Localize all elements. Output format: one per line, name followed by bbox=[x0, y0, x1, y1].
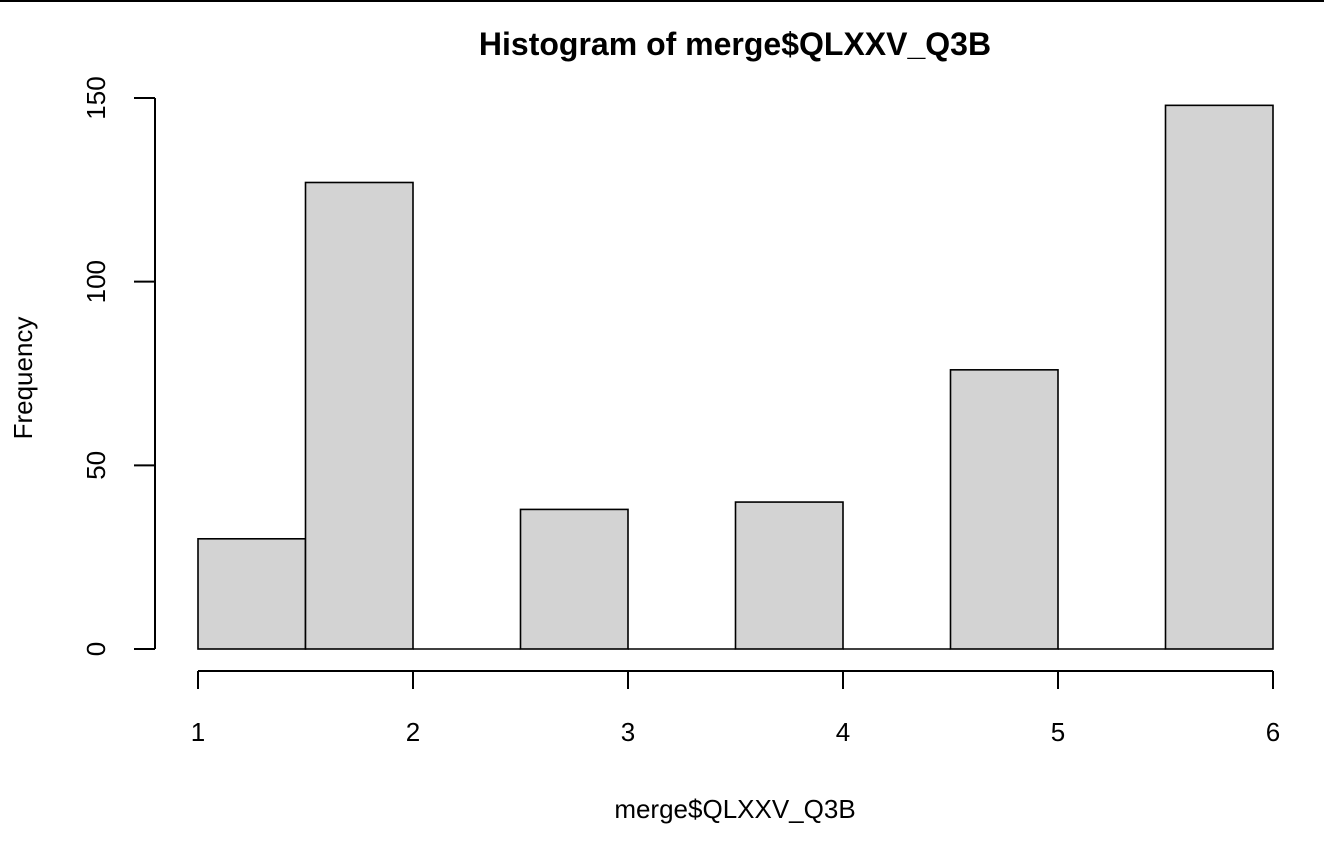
histogram-bar-9 bbox=[1164, 104, 1274, 650]
y-tick-label: 0 bbox=[81, 642, 111, 656]
x-tick-label: 6 bbox=[1266, 717, 1280, 747]
bars-group bbox=[197, 104, 1274, 650]
histogram-bar-1 bbox=[304, 181, 414, 650]
y-axis: 0 50 100 150 bbox=[81, 76, 156, 656]
x-tick-label: 1 bbox=[191, 717, 205, 747]
x-axis: 1 2 3 4 5 6 bbox=[191, 670, 1280, 747]
chart-title: Histogram of merge$QLXXV_Q3B bbox=[479, 26, 991, 62]
y-tick-label: 50 bbox=[81, 451, 111, 480]
histogram-bar-0 bbox=[197, 537, 307, 650]
histogram-bar-3 bbox=[519, 508, 629, 650]
x-tick-label: 5 bbox=[1051, 717, 1065, 747]
y-axis-label: Frequency bbox=[8, 317, 38, 440]
histogram-bar-5 bbox=[734, 501, 844, 650]
y-tick-label: 100 bbox=[81, 260, 111, 303]
y-tick-label: 150 bbox=[81, 76, 111, 119]
x-axis-label: merge$QLXXV_Q3B bbox=[614, 794, 855, 824]
x-tick-label: 4 bbox=[836, 717, 850, 747]
histogram-bar-7 bbox=[949, 369, 1059, 650]
x-tick-label: 3 bbox=[621, 717, 635, 747]
x-tick-label: 2 bbox=[406, 717, 420, 747]
